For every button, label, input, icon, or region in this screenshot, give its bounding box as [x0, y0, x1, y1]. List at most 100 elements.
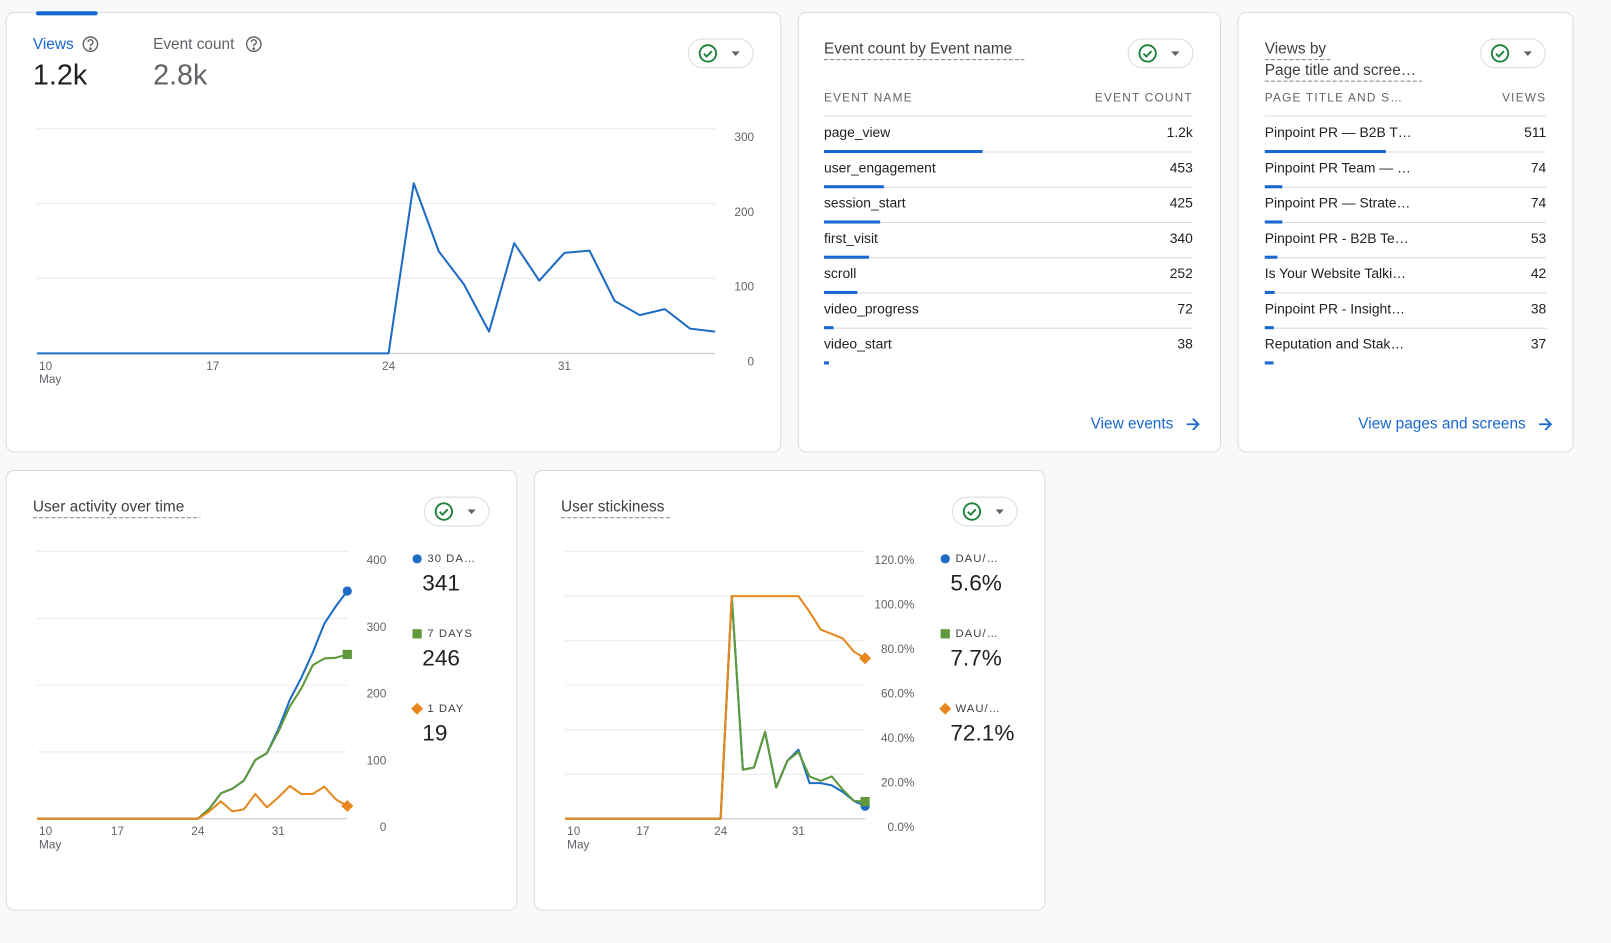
row-name: Pinpoint PR - B2B Te…: [1265, 230, 1409, 246]
tab-label[interactable]: Views: [33, 36, 74, 53]
tab-value: 1.2k: [33, 60, 88, 92]
series-line: [36, 182, 716, 355]
y-tick-label: 120.0%: [874, 553, 915, 567]
card: [533, 469, 1046, 911]
row-bar: [823, 290, 858, 294]
legend-value: 72.1%: [950, 720, 1014, 745]
row-bar: [823, 185, 884, 189]
row-bar: [1264, 255, 1278, 259]
check-icon: [962, 502, 982, 521]
y-tick-label: 200: [734, 205, 754, 219]
x-tick-label: 31: [792, 824, 805, 838]
chart-options[interactable]: [1127, 38, 1194, 69]
card: [5, 469, 518, 911]
row-count: 53: [1531, 230, 1547, 246]
legend-label: 1 DAY: [427, 703, 464, 715]
tab-label[interactable]: Event count: [153, 36, 235, 53]
dropdown: [731, 51, 740, 56]
legend-value: 19: [422, 720, 447, 745]
y-tick-label: 300: [734, 130, 754, 144]
row-count: 38: [1177, 336, 1193, 352]
row-bar: [1264, 290, 1275, 294]
row-name: Pinpoint PR Team — …: [1265, 159, 1411, 175]
row-name: video_progress: [824, 300, 919, 316]
x-tick-label: 24: [714, 824, 728, 838]
row-bar: [823, 326, 834, 330]
x-tick-label: 10: [39, 359, 53, 373]
card: [1237, 11, 1574, 453]
check-icon: [698, 44, 718, 63]
row-count: 1.2k: [1167, 124, 1193, 140]
row-count: 74: [1531, 159, 1547, 175]
x-tick-label: 10: [39, 824, 53, 838]
row-count: 37: [1531, 336, 1547, 352]
series-line: [565, 595, 866, 820]
card-link[interactable]: View events: [1091, 415, 1174, 432]
card-title: User stickiness: [561, 499, 665, 516]
y-tick-label: 100: [734, 280, 754, 294]
end-marker: [341, 800, 354, 813]
row-count: 511: [1524, 124, 1546, 140]
chart-options[interactable]: [951, 496, 1018, 527]
card: [797, 11, 1222, 453]
help-icon[interactable]: [245, 36, 262, 53]
card-link[interactable]: View pages and screens: [1358, 415, 1526, 432]
row-bar: [1264, 149, 1386, 154]
row-name: session_start: [824, 195, 906, 211]
chart-options[interactable]: [423, 496, 490, 527]
card-subtitle: Page title and scree…: [1265, 62, 1416, 79]
card-title: Views by: [1265, 40, 1327, 57]
chart-options[interactable]: [1480, 38, 1546, 69]
row-count: 72: [1177, 300, 1193, 316]
x-tick-label: 17: [111, 824, 124, 838]
y-tick-label: 0.0%: [888, 820, 915, 834]
row-name: Pinpoint PR — Strate…: [1265, 195, 1411, 211]
x-tick-label: 31: [558, 359, 571, 373]
row-bar: [823, 361, 830, 365]
card: [5, 11, 782, 453]
legend-marker: [412, 554, 422, 564]
row-bar: [1264, 326, 1274, 330]
check-mark: [1495, 50, 1505, 58]
pill: [951, 496, 1018, 527]
legend-marker: [411, 702, 424, 715]
row-count: 252: [1170, 265, 1193, 281]
end-marker: [342, 586, 352, 596]
tab-value: 2.8k: [153, 60, 208, 92]
x-tick-label: 10: [567, 824, 581, 838]
legend-value: 341: [422, 570, 460, 595]
check-mark: [439, 508, 449, 516]
legend-value: 5.6%: [950, 570, 1002, 595]
pill: [687, 38, 754, 69]
row-name: video_start: [824, 336, 892, 352]
pill: [1127, 38, 1194, 69]
row-count: 38: [1531, 300, 1547, 316]
y-tick-label: 80.0%: [881, 642, 915, 656]
row-bar: [1264, 361, 1274, 365]
y-tick-label: 20.0%: [881, 776, 915, 790]
x-tick-label: 17: [206, 359, 219, 373]
link-arrow: [1539, 417, 1553, 431]
help-icon[interactable]: [82, 36, 99, 53]
legend-value: 7.7%: [950, 645, 1002, 670]
y-tick-label: 400: [367, 553, 387, 567]
legend-label: WAU/…: [956, 703, 1002, 715]
legend-marker: [940, 554, 950, 564]
x-sublabel: May: [39, 838, 61, 852]
x-tick-label: 31: [272, 824, 285, 838]
legend-marker: [412, 629, 422, 639]
x-sublabel: May: [39, 372, 61, 386]
row-name: user_engagement: [824, 159, 936, 175]
legend-label: 7 DAYS: [427, 628, 473, 640]
row-name: Pinpoint PR — B2B T…: [1265, 124, 1412, 140]
end-marker: [342, 649, 352, 660]
column-header: PAGE TITLE AND S…: [1265, 91, 1404, 105]
y-tick-label: 40.0%: [881, 731, 915, 745]
y-tick-label: 0: [380, 820, 387, 834]
row-count: 453: [1170, 159, 1193, 175]
y-tick-label: 200: [367, 687, 387, 701]
tab-indicator: [35, 11, 98, 16]
dropdown: [1171, 51, 1180, 56]
chart-options[interactable]: [687, 38, 754, 69]
